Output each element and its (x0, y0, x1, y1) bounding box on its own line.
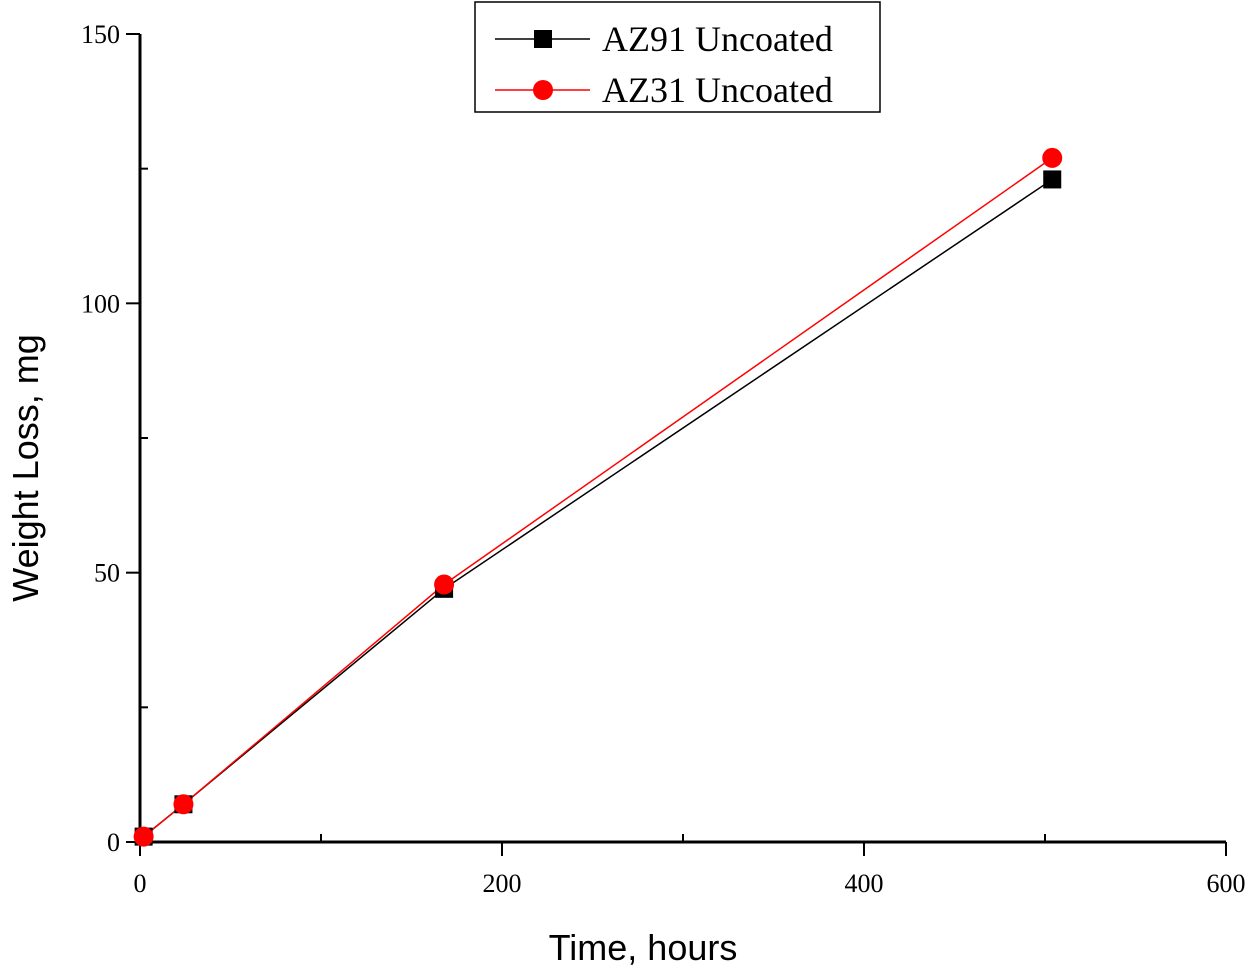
x-tick-label: 400 (845, 869, 884, 898)
y-tick-label: 0 (107, 828, 120, 857)
y-axis-label: Weight Loss, mg (5, 334, 46, 601)
series-line-0 (143, 178, 1053, 838)
y-tick-label: 50 (94, 559, 120, 588)
x-tick-label: 200 (483, 869, 522, 898)
data-point-1 (1042, 147, 1063, 168)
x-axis-label: Time, hours (549, 927, 738, 968)
legend-marker-1 (533, 80, 553, 100)
data-point-1 (434, 574, 455, 595)
x-tick-label: 0 (134, 869, 147, 898)
y-tick-label: 100 (81, 289, 120, 318)
x-tick-label: 600 (1207, 869, 1246, 898)
data-point-0 (1043, 170, 1062, 189)
legend-label-0: AZ91 Uncoated (602, 19, 833, 59)
series-line-1 (143, 157, 1053, 838)
data-point-1 (133, 826, 154, 847)
data-point-1 (173, 794, 194, 815)
legend-label-1: AZ31 Uncoated (602, 70, 833, 110)
legend-marker-0 (534, 30, 552, 48)
y-tick-label: 150 (81, 20, 120, 49)
